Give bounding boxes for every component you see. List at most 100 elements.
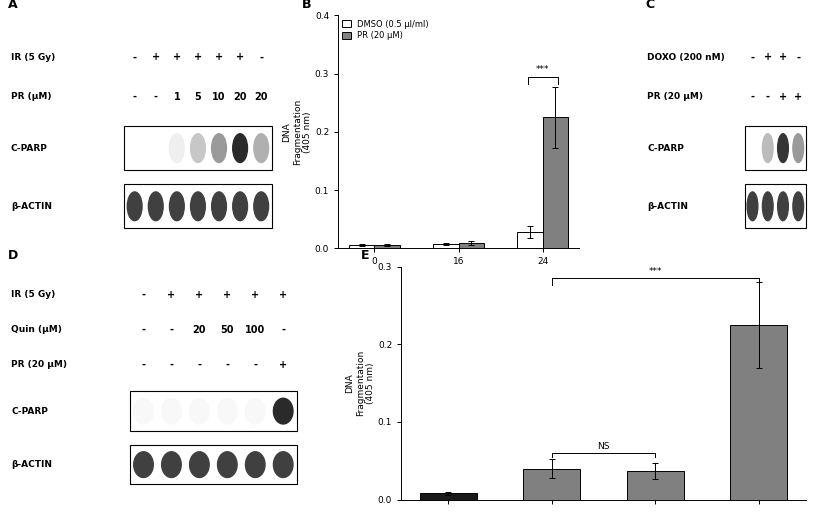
- Text: ***: ***: [536, 65, 549, 74]
- Text: -: -: [766, 92, 770, 102]
- Text: C-PARP: C-PARP: [11, 407, 48, 416]
- Text: -: -: [197, 359, 201, 370]
- Bar: [627, 471, 684, 500]
- Text: -: -: [169, 324, 173, 335]
- Ellipse shape: [162, 398, 182, 424]
- Bar: [433, 244, 458, 248]
- Text: PR (μM): PR (μM): [11, 92, 51, 101]
- Ellipse shape: [777, 192, 788, 220]
- Ellipse shape: [763, 192, 773, 220]
- Text: NS: NS: [597, 442, 610, 452]
- Ellipse shape: [217, 452, 237, 477]
- Text: 20: 20: [193, 324, 206, 335]
- Text: +: +: [168, 290, 176, 300]
- Ellipse shape: [246, 452, 265, 477]
- Text: 1: 1: [173, 92, 180, 102]
- Text: +: +: [173, 53, 181, 62]
- Text: B: B: [302, 0, 312, 11]
- Bar: [458, 243, 484, 248]
- Text: +: +: [236, 53, 244, 62]
- Y-axis label: DNA
Fragmentation
(405 nm): DNA Fragmentation (405 nm): [345, 350, 375, 416]
- Text: A: A: [8, 0, 18, 11]
- Text: ***: ***: [649, 267, 662, 276]
- Ellipse shape: [763, 134, 773, 163]
- Ellipse shape: [212, 192, 226, 220]
- Ellipse shape: [190, 452, 209, 477]
- Text: -: -: [796, 53, 800, 62]
- Text: -: -: [751, 92, 755, 102]
- Ellipse shape: [777, 134, 788, 163]
- Legend: DMSO (0.5 μl/ml), PR (20 μM): DMSO (0.5 μl/ml), PR (20 μM): [343, 20, 429, 40]
- Text: +: +: [194, 53, 202, 62]
- Text: C: C: [646, 0, 654, 11]
- Text: 20: 20: [255, 92, 268, 102]
- Ellipse shape: [127, 192, 142, 220]
- Text: -: -: [253, 359, 257, 370]
- Ellipse shape: [148, 192, 163, 220]
- X-axis label: IR (h): IR (h): [446, 268, 470, 277]
- Text: β-ACTIN: β-ACTIN: [11, 460, 52, 469]
- Text: C-PARP: C-PARP: [647, 144, 684, 152]
- Text: +: +: [195, 290, 204, 300]
- Bar: [124, 184, 272, 229]
- Text: -: -: [259, 53, 263, 62]
- Text: +: +: [223, 290, 231, 300]
- Bar: [523, 469, 580, 500]
- Text: +: +: [279, 359, 287, 370]
- Text: PR (20 μM): PR (20 μM): [11, 360, 67, 369]
- Ellipse shape: [233, 192, 247, 220]
- Ellipse shape: [747, 192, 758, 220]
- Text: 100: 100: [245, 324, 265, 335]
- Text: +: +: [779, 92, 787, 102]
- Text: β-ACTIN: β-ACTIN: [647, 202, 688, 211]
- Bar: [129, 445, 297, 485]
- Text: -: -: [133, 53, 137, 62]
- Ellipse shape: [246, 398, 265, 424]
- Ellipse shape: [133, 398, 153, 424]
- Text: -: -: [751, 53, 755, 62]
- Text: Quin (μM): Quin (μM): [11, 325, 62, 334]
- Ellipse shape: [190, 192, 205, 220]
- Text: 5: 5: [195, 92, 201, 102]
- Text: +: +: [764, 53, 772, 62]
- Ellipse shape: [190, 134, 205, 163]
- Ellipse shape: [793, 134, 803, 163]
- Bar: [129, 391, 297, 431]
- Text: +: +: [252, 290, 260, 300]
- Text: -: -: [133, 92, 137, 102]
- Text: +: +: [151, 53, 160, 62]
- Text: -: -: [142, 359, 146, 370]
- Ellipse shape: [133, 452, 153, 477]
- Text: IR (5 Gy): IR (5 Gy): [11, 53, 55, 62]
- Ellipse shape: [162, 452, 182, 477]
- Text: +: +: [779, 53, 787, 62]
- Text: +: +: [279, 290, 287, 300]
- Ellipse shape: [254, 134, 269, 163]
- Ellipse shape: [274, 398, 293, 424]
- Bar: [745, 184, 806, 229]
- Text: β-ACTIN: β-ACTIN: [11, 202, 52, 211]
- Bar: [124, 126, 272, 170]
- Text: D: D: [8, 249, 19, 262]
- Text: -: -: [142, 324, 146, 335]
- Bar: [349, 245, 374, 248]
- Bar: [518, 232, 543, 248]
- Bar: [730, 325, 787, 500]
- Text: IR (5 Gy): IR (5 Gy): [11, 290, 55, 299]
- Text: +: +: [215, 53, 223, 62]
- Text: -: -: [169, 359, 173, 370]
- Text: 20: 20: [234, 92, 247, 102]
- Ellipse shape: [169, 192, 184, 220]
- Text: -: -: [225, 359, 230, 370]
- Ellipse shape: [233, 134, 247, 163]
- Ellipse shape: [274, 452, 293, 477]
- Text: +: +: [794, 92, 803, 102]
- Text: -: -: [281, 324, 285, 335]
- Text: -: -: [154, 92, 158, 102]
- Y-axis label: DNA
Fragmentation
(405 nm): DNA Fragmentation (405 nm): [282, 99, 312, 165]
- Ellipse shape: [793, 192, 803, 220]
- Ellipse shape: [212, 134, 226, 163]
- Text: 10: 10: [212, 92, 225, 102]
- Text: -: -: [142, 290, 146, 300]
- Ellipse shape: [169, 134, 184, 163]
